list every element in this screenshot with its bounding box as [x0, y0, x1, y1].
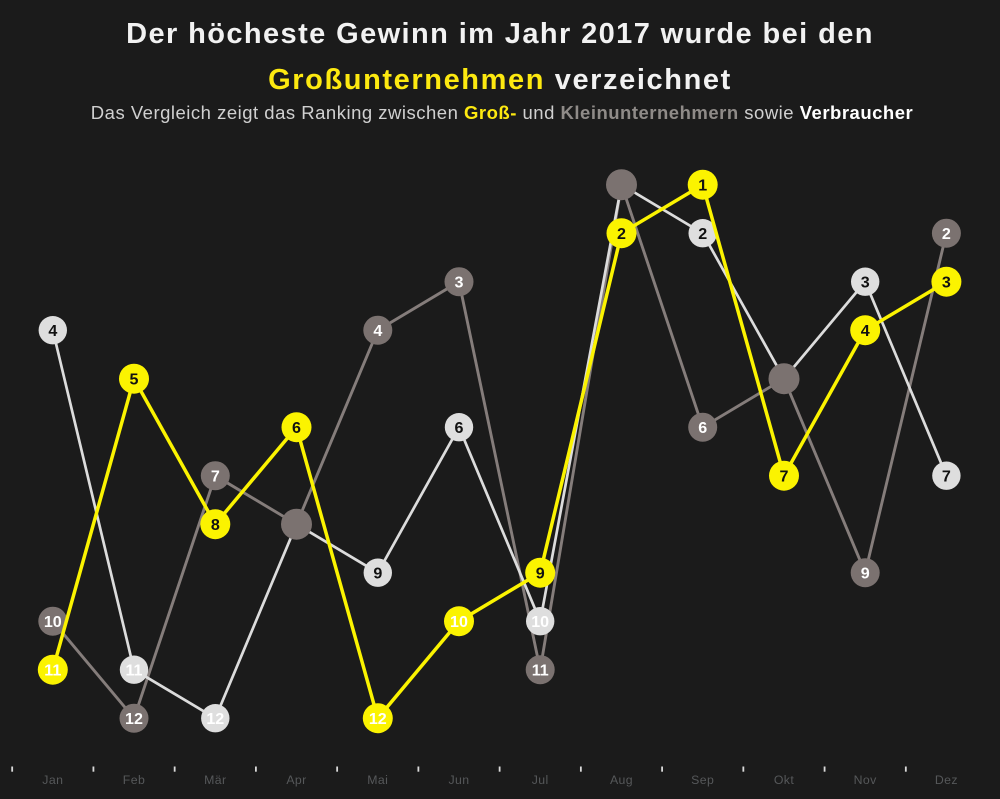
svg-text:Okt: Okt: [774, 773, 795, 787]
svg-text:12: 12: [206, 710, 224, 728]
svg-text:2: 2: [698, 225, 707, 243]
svg-text:Feb: Feb: [123, 773, 145, 787]
svg-text:1: 1: [698, 176, 707, 194]
svg-text:11: 11: [44, 661, 61, 679]
svg-text:2: 2: [617, 225, 626, 243]
svg-text:Jun: Jun: [448, 773, 469, 787]
svg-text:9: 9: [536, 564, 545, 582]
svg-text:7: 7: [211, 467, 220, 485]
svg-text:3: 3: [861, 273, 870, 291]
svg-text:Apr: Apr: [286, 773, 306, 787]
svg-text:4: 4: [861, 322, 870, 340]
svg-text:Aug: Aug: [610, 773, 633, 787]
svg-text:7: 7: [942, 467, 951, 485]
svg-text:9: 9: [861, 564, 870, 582]
svg-text:3: 3: [942, 273, 951, 291]
svg-text:10: 10: [450, 613, 468, 631]
svg-text:2: 2: [942, 225, 951, 243]
svg-text:Mai: Mai: [367, 773, 388, 787]
svg-text:Nov: Nov: [854, 773, 878, 787]
svg-text:12: 12: [125, 710, 143, 728]
svg-text:11: 11: [125, 661, 142, 679]
svg-text:Jan: Jan: [42, 773, 63, 787]
svg-text:3: 3: [455, 273, 464, 291]
svg-text:5: 5: [130, 370, 139, 388]
svg-text:4: 4: [48, 322, 57, 340]
svg-text:8: 8: [211, 516, 220, 534]
svg-text:6: 6: [292, 419, 301, 437]
svg-text:Dez: Dez: [935, 773, 958, 787]
svg-text:10: 10: [44, 613, 62, 631]
svg-text:12: 12: [369, 710, 387, 728]
svg-text:Sep: Sep: [691, 773, 714, 787]
svg-text:10: 10: [531, 613, 549, 631]
svg-text:Jul: Jul: [532, 773, 549, 787]
svg-text:11: 11: [532, 661, 549, 679]
svg-text:6: 6: [455, 419, 464, 437]
svg-text:9: 9: [373, 564, 382, 582]
svg-text:7: 7: [780, 467, 789, 485]
svg-text:4: 4: [373, 322, 382, 340]
svg-text:6: 6: [698, 419, 707, 437]
svg-text:Mär: Mär: [204, 773, 226, 787]
